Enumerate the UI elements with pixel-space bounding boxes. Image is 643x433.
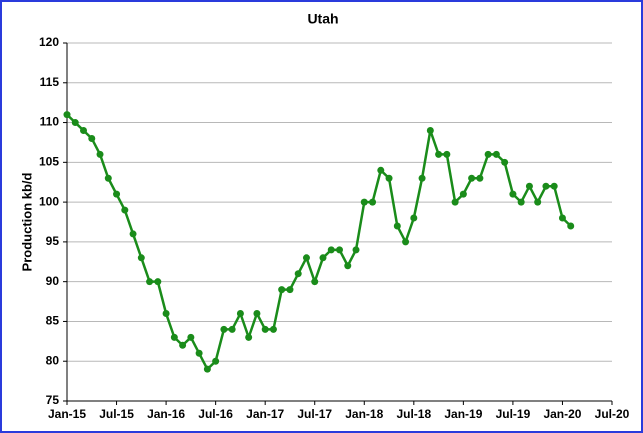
data-point <box>137 254 145 262</box>
x-tick-label: Jan-17 <box>246 407 284 421</box>
data-point <box>253 309 261 317</box>
data-point <box>501 158 509 166</box>
data-point <box>517 198 525 206</box>
y-tick-label: 85 <box>46 314 60 328</box>
data-point <box>435 150 443 158</box>
y-tick-label: 120 <box>39 35 59 49</box>
y-tick-label: 80 <box>46 353 60 367</box>
data-point <box>154 278 162 286</box>
data-point <box>113 190 121 198</box>
data-point <box>393 222 401 230</box>
data-point <box>336 246 343 254</box>
data-point <box>418 174 426 182</box>
data-point <box>236 309 244 317</box>
data-point <box>360 198 368 206</box>
data-point <box>468 174 476 182</box>
y-tick-label: 105 <box>39 155 59 169</box>
data-point <box>385 174 393 182</box>
x-tick-label: Jul-17 <box>297 407 332 421</box>
data-point <box>459 190 467 198</box>
data-point <box>369 198 377 206</box>
data-point <box>286 286 294 294</box>
data-point <box>344 262 352 270</box>
data-point <box>80 127 88 135</box>
data-point <box>96 150 104 158</box>
y-tick-label: 75 <box>46 393 60 407</box>
x-tick-label: Jul-19 <box>496 407 531 421</box>
data-point <box>170 333 178 341</box>
data-point <box>319 254 327 262</box>
x-tick-label: Jul-18 <box>396 407 431 421</box>
data-point <box>550 182 558 190</box>
data-point <box>451 198 459 206</box>
data-point <box>121 206 129 214</box>
x-tick-label: Jul-15 <box>99 407 134 421</box>
data-point <box>492 150 500 158</box>
data-point <box>187 333 195 341</box>
data-point <box>203 365 211 373</box>
data-point <box>88 134 96 142</box>
data-point <box>410 214 418 222</box>
data-point <box>327 246 335 254</box>
y-tick-label: 100 <box>39 194 59 208</box>
data-point <box>311 278 319 286</box>
x-tick-label: Jan-18 <box>345 407 383 421</box>
data-point <box>104 174 112 182</box>
data-point <box>443 150 451 158</box>
data-point <box>426 127 434 135</box>
data-point <box>245 333 253 341</box>
data-point <box>278 286 286 294</box>
x-tick-label: Jan-15 <box>48 407 86 421</box>
data-point <box>476 174 484 182</box>
chart-title: Utah <box>307 11 338 27</box>
data-point <box>377 166 385 174</box>
x-tick-label: Jul-20 <box>595 407 630 421</box>
data-point <box>509 190 517 198</box>
data-point <box>294 270 302 278</box>
x-tick-label: Jul-16 <box>198 407 233 421</box>
x-tick-label: Jan-16 <box>147 407 185 421</box>
data-point <box>402 238 410 246</box>
y-tick-label: 90 <box>46 274 60 288</box>
data-point <box>212 357 220 365</box>
data-point <box>542 182 550 190</box>
data-point <box>129 230 137 238</box>
data-point <box>567 222 575 230</box>
data-point <box>228 325 236 333</box>
x-tick-label: Jan-20 <box>543 407 581 421</box>
data-point <box>269 325 277 333</box>
data-point <box>71 119 79 127</box>
data-point <box>162 309 170 317</box>
data-point <box>352 246 360 254</box>
data-point <box>146 278 154 286</box>
data-point <box>220 325 228 333</box>
data-point <box>484 150 492 158</box>
data-point <box>179 341 187 349</box>
x-tick-label: Jan-19 <box>444 407 482 421</box>
y-tick-label: 95 <box>46 234 60 248</box>
y-tick-label: 115 <box>40 75 60 89</box>
data-point <box>534 198 542 206</box>
y-axis-label: Production kb/d <box>19 172 34 271</box>
data-point <box>525 182 533 190</box>
data-point <box>302 254 310 262</box>
y-tick-label: 110 <box>40 115 60 129</box>
data-point <box>63 111 71 119</box>
data-point <box>195 349 203 357</box>
data-point <box>261 325 269 333</box>
data-point <box>558 214 566 222</box>
